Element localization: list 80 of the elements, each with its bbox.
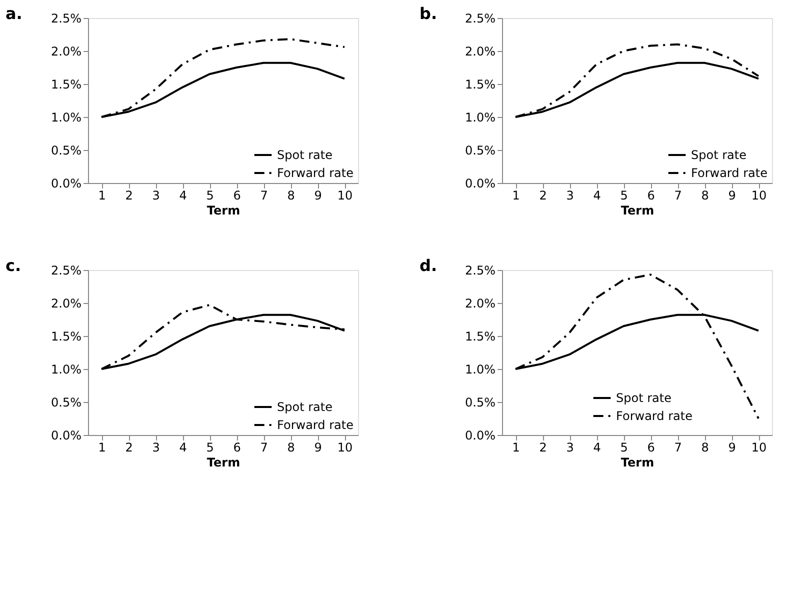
- x-tick-label: 5: [206, 188, 214, 202]
- chart-title: a.: [6, 4, 22, 23]
- y-tick-label: 1.0%: [51, 110, 82, 124]
- x-tick-label: 8: [701, 440, 709, 454]
- x-tick-label: 2: [125, 188, 133, 202]
- x-tick-label: 3: [566, 440, 574, 454]
- x-tick-label: 9: [728, 188, 736, 202]
- x-tick-label: 7: [260, 188, 268, 202]
- x-tick-label: 2: [539, 188, 547, 202]
- x-tick-label: 3: [566, 188, 574, 202]
- y-tick-label: 0.5%: [465, 396, 496, 410]
- x-tick-label: 8: [287, 440, 295, 454]
- chart-title: b.: [420, 4, 438, 23]
- x-tick-label: 4: [593, 188, 601, 202]
- y-tick-label: 2.0%: [51, 44, 82, 58]
- y-tick-label: 1.5%: [465, 78, 496, 92]
- x-tick-label: 7: [674, 440, 682, 454]
- legend-label: Forward rate: [691, 166, 768, 180]
- x-tick-label: 4: [179, 188, 187, 202]
- x-tick-label: 9: [728, 440, 736, 454]
- x-tick-label: 8: [701, 188, 709, 202]
- legend-label: Spot rate: [277, 400, 332, 414]
- legend-label: Spot rate: [616, 391, 672, 405]
- y-tick-label: 1.5%: [465, 330, 496, 344]
- y-tick-label: 2.0%: [51, 296, 82, 310]
- x-tick-label: 4: [593, 440, 601, 454]
- x-tick-label: 6: [647, 188, 655, 202]
- x-tick-label: 2: [539, 440, 547, 454]
- y-tick-label: 2.0%: [465, 44, 496, 58]
- x-tick-label: 7: [674, 188, 682, 202]
- x-tick-label: 9: [314, 188, 322, 202]
- y-tick-label: 0.0%: [465, 428, 496, 442]
- x-tick-label: 2: [125, 440, 133, 454]
- x-tick-label: 5: [620, 440, 628, 454]
- y-tick-label: 2.5%: [465, 264, 496, 278]
- x-tick-label: 4: [179, 440, 187, 454]
- x-tick-label: 8: [287, 188, 295, 202]
- x-tick-label: 6: [647, 440, 655, 454]
- x-tick-label: 5: [620, 188, 628, 202]
- y-tick-label: 2.5%: [51, 12, 82, 26]
- y-tick-label: 1.0%: [465, 110, 496, 124]
- y-tick-label: 2.5%: [51, 264, 82, 278]
- x-tick-label: 1: [98, 440, 106, 454]
- x-tick-label: 3: [152, 188, 160, 202]
- chart-title: c.: [6, 256, 22, 275]
- y-tick-label: 0.0%: [465, 176, 496, 190]
- y-tick-label: 1.0%: [465, 362, 496, 376]
- legend-label: Spot rate: [691, 148, 746, 162]
- x-tick-label: 3: [152, 440, 160, 454]
- y-tick-label: 1.5%: [51, 330, 82, 344]
- y-tick-label: 1.0%: [51, 362, 82, 376]
- x-tick-label: 1: [98, 188, 106, 202]
- x-tick-label: 6: [233, 440, 241, 454]
- y-tick-label: 1.5%: [51, 78, 82, 92]
- x-tick-label: 5: [206, 440, 214, 454]
- y-tick-label: 2.5%: [465, 12, 496, 26]
- y-tick-label: 0.0%: [51, 176, 82, 190]
- y-tick-label: 0.5%: [51, 396, 82, 410]
- x-tick-label: 1: [512, 440, 520, 454]
- x-tick-label: 10: [337, 440, 353, 454]
- legend-label: Forward rate: [616, 409, 692, 423]
- legend-label: Forward rate: [277, 418, 354, 432]
- y-tick-label: 0.0%: [51, 428, 82, 442]
- x-tick-label: 6: [233, 188, 241, 202]
- x-tick-label: 9: [314, 440, 322, 454]
- x-axis-title: Term: [620, 204, 654, 218]
- x-axis-title: Term: [206, 204, 240, 218]
- x-tick-label: 10: [337, 188, 353, 202]
- x-tick-label: 10: [751, 188, 767, 202]
- y-tick-label: 0.5%: [465, 144, 496, 158]
- x-tick-label: 10: [751, 440, 767, 454]
- chart-title: d.: [420, 256, 438, 275]
- y-tick-label: 2.0%: [465, 296, 496, 310]
- y-tick-label: 0.5%: [51, 144, 82, 158]
- x-tick-label: 1: [512, 188, 520, 202]
- x-axis-title: Term: [620, 456, 654, 470]
- legend-label: Forward rate: [277, 166, 354, 180]
- x-tick-label: 7: [260, 440, 268, 454]
- x-axis-title: Term: [206, 456, 240, 470]
- legend-label: Spot rate: [277, 148, 332, 162]
